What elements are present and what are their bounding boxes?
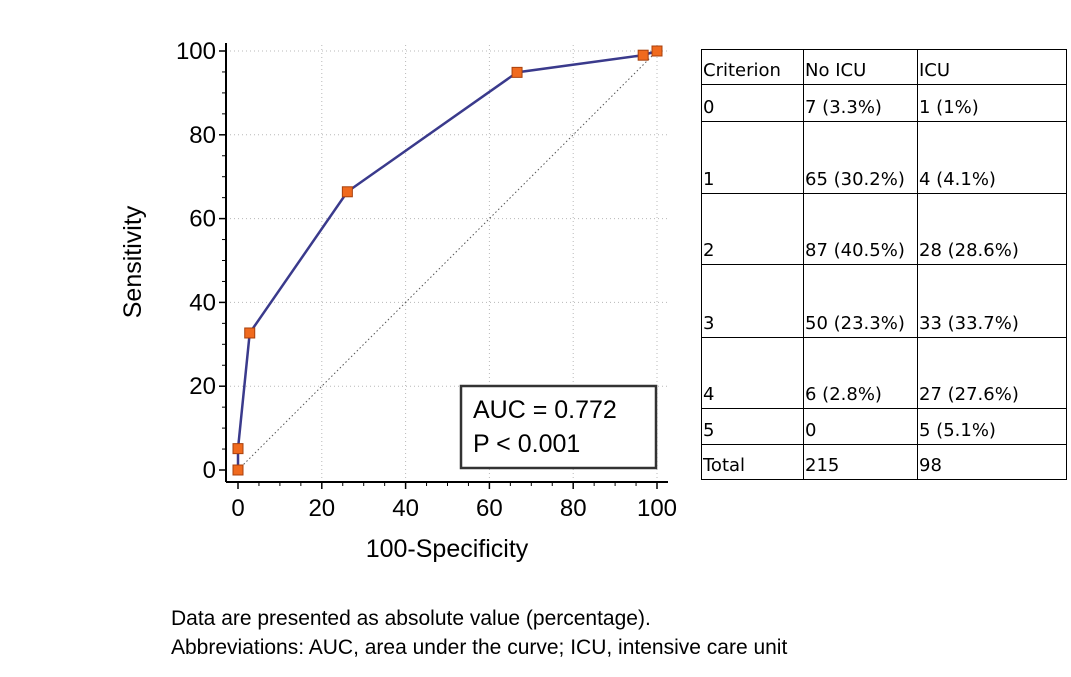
x-tick-label: 40 [392,495,419,522]
y-tick-label: 60 [189,206,216,233]
table-cell: 28 (28.6%) [917,193,1067,265]
table-row: Total 215 98 [701,444,1067,480]
roc-markers [232,45,663,476]
footnote-abbreviations: Abbreviations: AUC, area under the curve… [171,636,788,659]
reference-diagonal [237,50,658,471]
x-tick-label: 60 [476,495,503,522]
table-cell: 2 [701,193,804,265]
x-tick-label: 20 [308,495,335,522]
table-cell: 87 (40.5%) [803,193,918,265]
y-tick-label: 20 [189,373,216,400]
table-row: 1 65 (30.2%) 4 (4.1%) [701,121,1067,194]
y-tick-label: 80 [189,122,216,149]
table-cell: 0 [803,408,918,445]
roc-point [651,45,663,57]
roc-point [511,66,523,78]
y-axis-title: Sensitivity [119,205,147,318]
table-cell: 5 (5.1%) [917,408,1067,445]
roc-chart: 0 20 40 60 80 100 0 20 40 60 80 100 100-Specificity… [119,38,677,563]
table-cell: 27 (27.6%) [917,337,1067,409]
table-cell: 33 (33.7%) [917,264,1067,338]
x-tick-label: 100 [637,495,677,522]
table-cell: 4 (4.1%) [917,121,1067,194]
x-tick-label: 0 [231,495,244,522]
table-cell: 3 [701,264,804,338]
table-cell: Total [701,444,804,480]
tick-labels: 0 20 40 60 80 100 0 20 40 60 80 100 [176,38,677,522]
table-cell: 6 (2.8%) [803,337,918,409]
table-cell: 98 [917,444,1067,480]
table-cell: 7 (3.3%) [803,84,918,122]
table-cell: 5 [701,408,804,445]
axis-ticks [219,50,658,489]
auc-box [459,384,658,470]
x-axis-title: 100-Specificity [366,535,529,563]
footnote-data-presentation: Data are presented as absolute value (pe… [171,607,651,630]
table-header-cell: No ICU [803,49,918,85]
table-cell: 1 [701,121,804,194]
p-value-label: P < 0.001 [473,430,580,458]
table-cell: 215 [803,444,918,480]
table-cell: 65 (30.2%) [803,121,918,194]
auc-label: AUC = 0.772 [473,396,617,424]
y-tick-label: 0 [203,457,216,484]
table-header-cell: ICU [917,49,1067,85]
table-cell: 4 [701,337,804,409]
table-row: 3 50 (23.3%) 33 (33.7%) [701,264,1067,338]
roc-point [637,49,649,61]
table-cell: 0 [701,84,804,122]
table-header-row: Criterion No ICU ICU [701,49,1067,85]
roc-point [232,443,244,455]
x-tick-label: 80 [560,495,587,522]
roc-point [232,464,244,476]
table-cell: 1 (1%) [917,84,1067,122]
y-tick-label: 40 [189,289,216,316]
table-row: 2 87 (40.5%) 28 (28.6%) [701,193,1067,265]
roc-point [341,186,353,198]
table-cell: 50 (23.3%) [803,264,918,338]
y-tick-label: 100 [176,38,216,65]
table-header-cell: Criterion [701,49,804,85]
roc-point [244,327,256,339]
criteria-table: Criterion No ICU ICU 0 7 (3.3%) 1 (1%) 1 65 (30… [701,49,1067,480]
